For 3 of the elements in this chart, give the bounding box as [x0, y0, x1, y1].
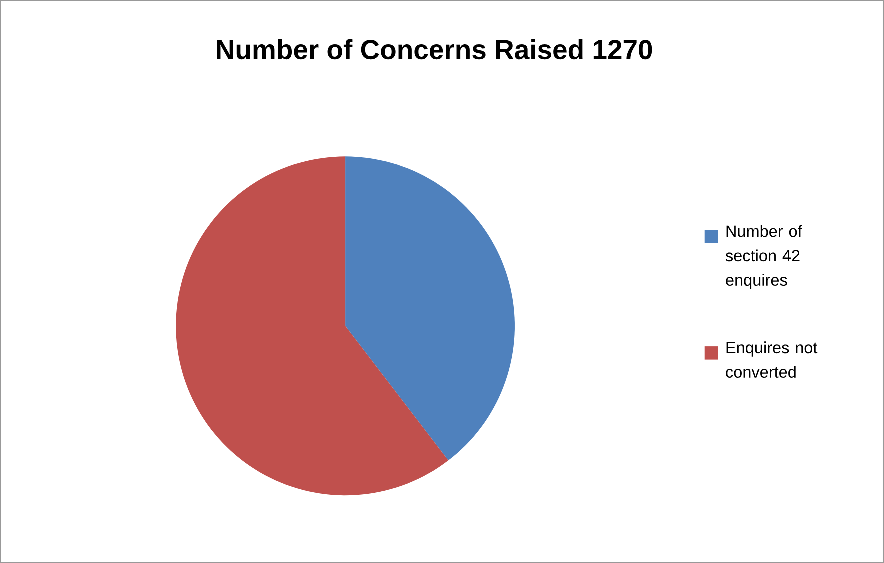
legend-label: Enquires not converted: [726, 341, 818, 378]
legend-label: Number of section 42 enquires: [726, 225, 802, 290]
chart-title: Number of Concerns Raised 1270: [217, 39, 652, 60]
